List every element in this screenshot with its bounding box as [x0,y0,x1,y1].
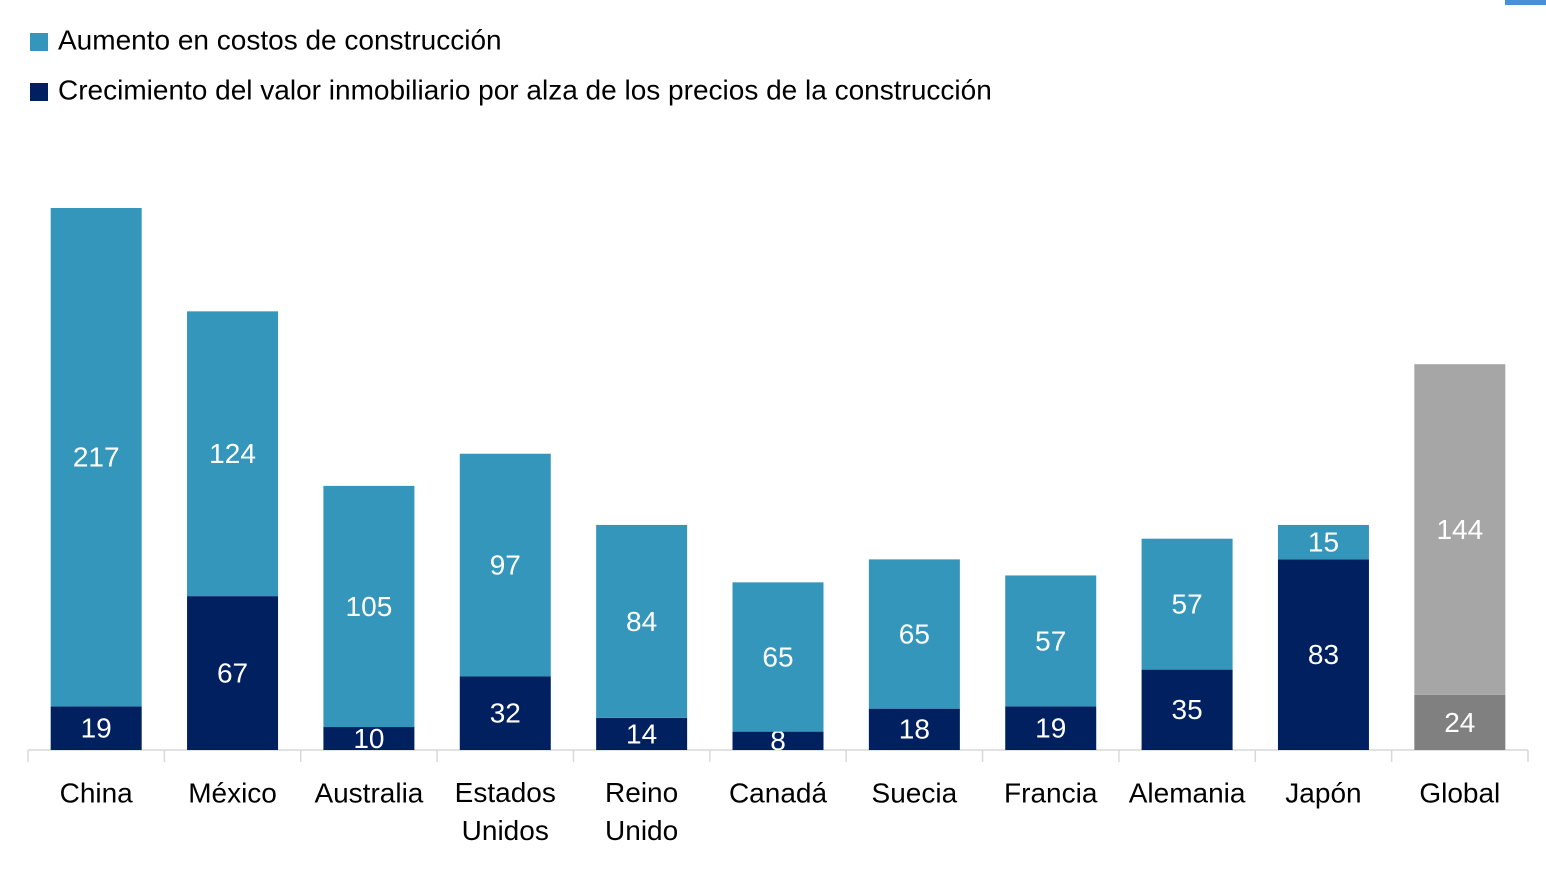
corner-accent [1505,0,1546,5]
value-label: 83 [1308,639,1339,670]
value-label: 18 [899,714,930,745]
bar-segment [596,717,688,750]
value-label: 65 [899,618,930,649]
bar-segment [1141,538,1233,670]
bar-segment [1277,524,1369,560]
legend-label: Crecimiento del valor inmobiliario por a… [58,74,992,105]
bar-segment [187,596,279,750]
x-tick-label: Australia [314,777,423,808]
value-label: 124 [209,438,256,469]
x-tick-label: Japón [1285,777,1361,808]
value-label: 67 [217,657,248,688]
bar-segment [459,453,551,677]
bar-segment [1414,694,1506,750]
legend-label: Aumento en costos de construcción [58,24,502,55]
x-tick-label: México [188,777,277,808]
legend-swatch [30,33,48,51]
bar-segment [1277,559,1369,750]
bar-segment [732,731,824,750]
bar-segment [1414,364,1506,695]
bar-segment [459,676,551,750]
bar-segment [323,727,415,750]
value-label: 35 [1172,694,1203,725]
x-tick-label: Suecia [872,777,958,808]
value-label: 97 [490,550,521,581]
x-tick-label: China [60,777,134,808]
value-label: 19 [81,713,112,744]
value-label: 24 [1444,707,1475,738]
value-label: 57 [1035,625,1066,656]
x-tick-label: Estados Unidos [455,777,556,846]
bar-segment [323,485,415,728]
value-label: 15 [1308,527,1339,558]
x-tick-label: Global [1419,777,1500,808]
bar-segment [1005,575,1097,707]
value-label: 10 [353,723,384,754]
bar-segment [1005,706,1097,750]
bar-segment [187,311,279,597]
value-label: 14 [626,718,657,749]
legend-swatch [30,83,48,101]
value-label: 65 [762,641,793,672]
value-label: 144 [1436,514,1483,545]
bar-segment [50,706,142,750]
value-label: 32 [490,698,521,729]
x-tick-label: Reino Unido [605,777,678,846]
value-label: 8 [770,725,786,756]
bar-segment [868,708,960,750]
bar-segment [868,559,960,709]
bar-segment [732,582,824,732]
bar-segment [50,208,142,707]
value-label: 57 [1172,589,1203,620]
value-label: 84 [626,606,657,637]
value-label: 19 [1035,713,1066,744]
x-tick-label: Alemania [1129,777,1246,808]
value-label: 217 [73,442,120,473]
bar-segment [1141,669,1233,750]
x-tick-label: Canadá [729,777,828,808]
x-tick-label: Francia [1004,777,1098,808]
bar-segment [596,524,688,718]
value-label: 105 [346,591,393,622]
